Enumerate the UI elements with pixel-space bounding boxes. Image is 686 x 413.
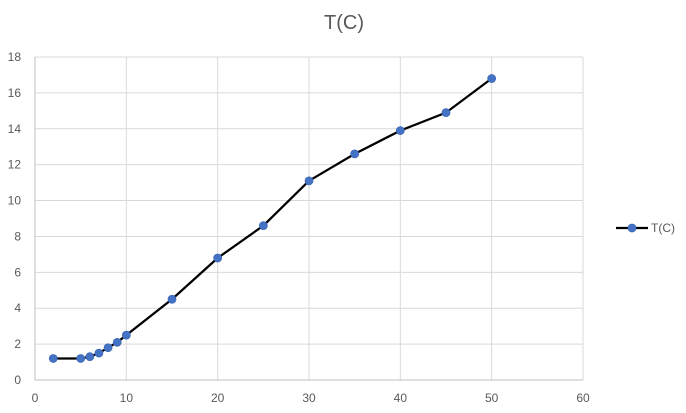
data-point	[48, 354, 58, 363]
y-tick-label: 16	[8, 86, 22, 100]
data-point	[167, 294, 177, 304]
data-point	[103, 343, 113, 353]
y-tick-label: 6	[14, 265, 21, 279]
data-point	[94, 348, 104, 358]
data-point	[487, 74, 497, 83]
legend: T(C)	[616, 221, 675, 235]
y-tick-label: 18	[8, 50, 22, 64]
series-points	[48, 74, 497, 363]
data-point	[350, 149, 360, 159]
series-line	[53, 77, 493, 360]
legend-marker	[627, 223, 637, 233]
axes: 0 2 4 6 8 10 12 14 16 18 0 10 20 30 40 50 60	[8, 50, 590, 405]
data-point	[304, 176, 314, 186]
x-tick-label: 40	[394, 391, 408, 405]
legend-label: T(C)	[651, 221, 675, 235]
data-point	[76, 354, 86, 363]
y-tick-label: 10	[8, 194, 22, 208]
gridlines	[34, 56, 584, 381]
series-lines	[53, 77, 493, 360]
x-tick-label: 60	[576, 391, 590, 405]
y-tick-label: 2	[14, 337, 21, 351]
data-point	[441, 108, 451, 118]
x-tick-label: 50	[485, 391, 499, 405]
y-tick-label: 12	[8, 158, 22, 172]
data-point	[395, 126, 405, 135]
x-tick-label: 10	[120, 391, 134, 405]
y-tick-label: 14	[8, 122, 22, 136]
data-point	[258, 221, 268, 231]
y-tick-label: 0	[14, 373, 21, 387]
data-point	[213, 253, 223, 263]
x-tick-label: 0	[32, 391, 39, 405]
x-tick-label: 20	[211, 391, 225, 405]
data-point	[112, 337, 122, 347]
data-point	[85, 352, 95, 362]
chart-title: T(C)	[324, 12, 364, 34]
x-tick-label: 30	[302, 391, 316, 405]
y-tick-label: 4	[14, 301, 21, 315]
data-point	[121, 330, 131, 340]
y-tick-label: 8	[14, 229, 21, 243]
